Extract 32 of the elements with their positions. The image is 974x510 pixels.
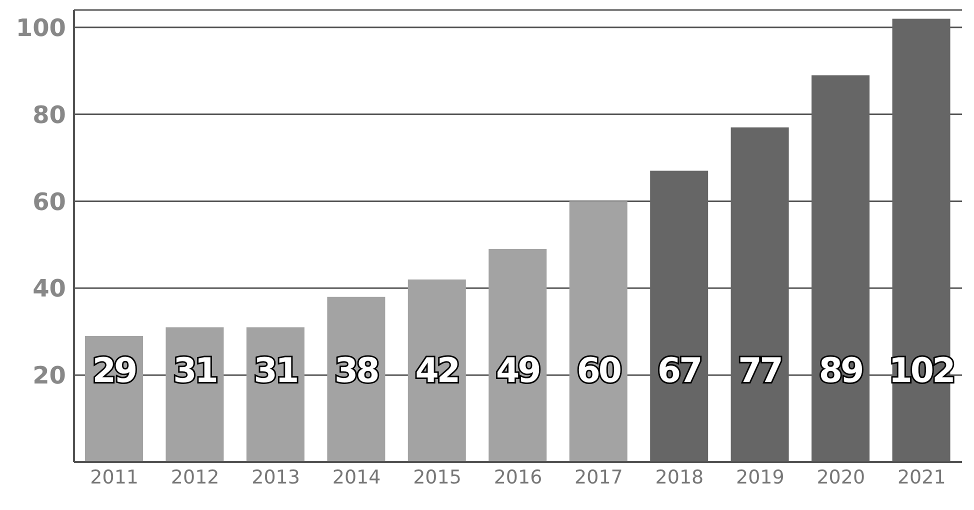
bar [650, 170, 708, 462]
data-label: 38 [334, 351, 378, 391]
y-tick-label: 60 [32, 188, 66, 216]
y-tick-label: 100 [16, 14, 66, 42]
x-tick-label: 2021 [897, 466, 946, 488]
y-tick-label: 80 [32, 100, 66, 129]
data-label: 31 [173, 351, 217, 391]
x-tick-label: 2014 [332, 466, 381, 488]
x-tick-label: 2018 [655, 466, 704, 488]
data-label: 42 [415, 351, 459, 391]
data-label: 60 [576, 351, 622, 391]
data-label: 89 [818, 351, 863, 391]
data-label: 49 [496, 351, 540, 391]
data-label: 77 [738, 351, 782, 391]
data-label: 29 [92, 351, 136, 391]
x-tick-label: 2019 [736, 466, 784, 488]
bar [569, 201, 628, 462]
data-label: 67 [657, 351, 701, 391]
data-label: 31 [254, 351, 298, 391]
x-tick-label: 2011 [90, 466, 139, 488]
y-tick-label: 40 [32, 274, 66, 303]
x-tick-label: 2012 [170, 466, 220, 488]
bar [408, 279, 466, 462]
x-tick-label: 2013 [252, 466, 300, 488]
x-tick-label: 2015 [413, 466, 462, 488]
bar [488, 249, 547, 462]
bar [812, 75, 870, 462]
x-tick-label: 2020 [816, 466, 866, 488]
y-tick-label: 20 [32, 362, 66, 390]
bar [730, 127, 789, 462]
x-tick-label: 2016 [494, 466, 542, 488]
x-tick-label: 2017 [574, 466, 623, 488]
